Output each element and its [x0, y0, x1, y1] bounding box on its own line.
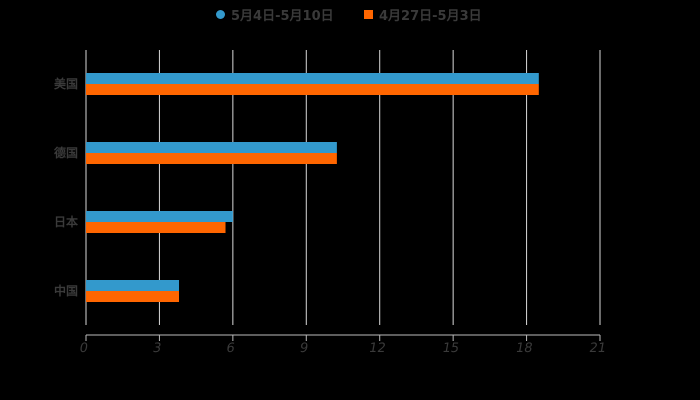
- bar: [86, 280, 180, 291]
- bar: [86, 211, 233, 222]
- bar: [86, 73, 539, 84]
- x-tick-label: 12: [368, 341, 387, 356]
- bar: [86, 222, 226, 233]
- legend-label: 5月4日-5月10日: [231, 8, 334, 24]
- x-tick-label: 9: [298, 341, 309, 356]
- chart-legend: 5月4日-5月10日 4月27日-5月3日: [0, 4, 700, 24]
- legend-label: 4月27日-5月3日: [379, 8, 482, 24]
- legend-item-week-may4[interactable]: 5月4日-5月10日: [216, 4, 334, 24]
- x-tick-label: 18: [515, 341, 534, 356]
- category-label: 美国: [54, 76, 78, 91]
- bar: [86, 153, 337, 164]
- category-label: 日本: [54, 214, 78, 229]
- x-tick-label: 15: [441, 341, 460, 356]
- category-label: 中国: [54, 283, 78, 298]
- bar: [86, 84, 539, 95]
- bar: [86, 291, 180, 302]
- bar: [86, 142, 337, 153]
- legend-square-icon: [364, 9, 373, 19]
- x-tick-label: 0: [78, 341, 89, 356]
- legend-circle-icon: [216, 9, 225, 19]
- x-tick-label: 6: [225, 341, 236, 356]
- x-tick-label: 3: [152, 341, 163, 356]
- x-tick-label: 21: [588, 341, 607, 356]
- legend-item-week-apr27[interactable]: 4月27日-5月3日: [364, 4, 482, 24]
- category-label: 德国: [54, 145, 78, 160]
